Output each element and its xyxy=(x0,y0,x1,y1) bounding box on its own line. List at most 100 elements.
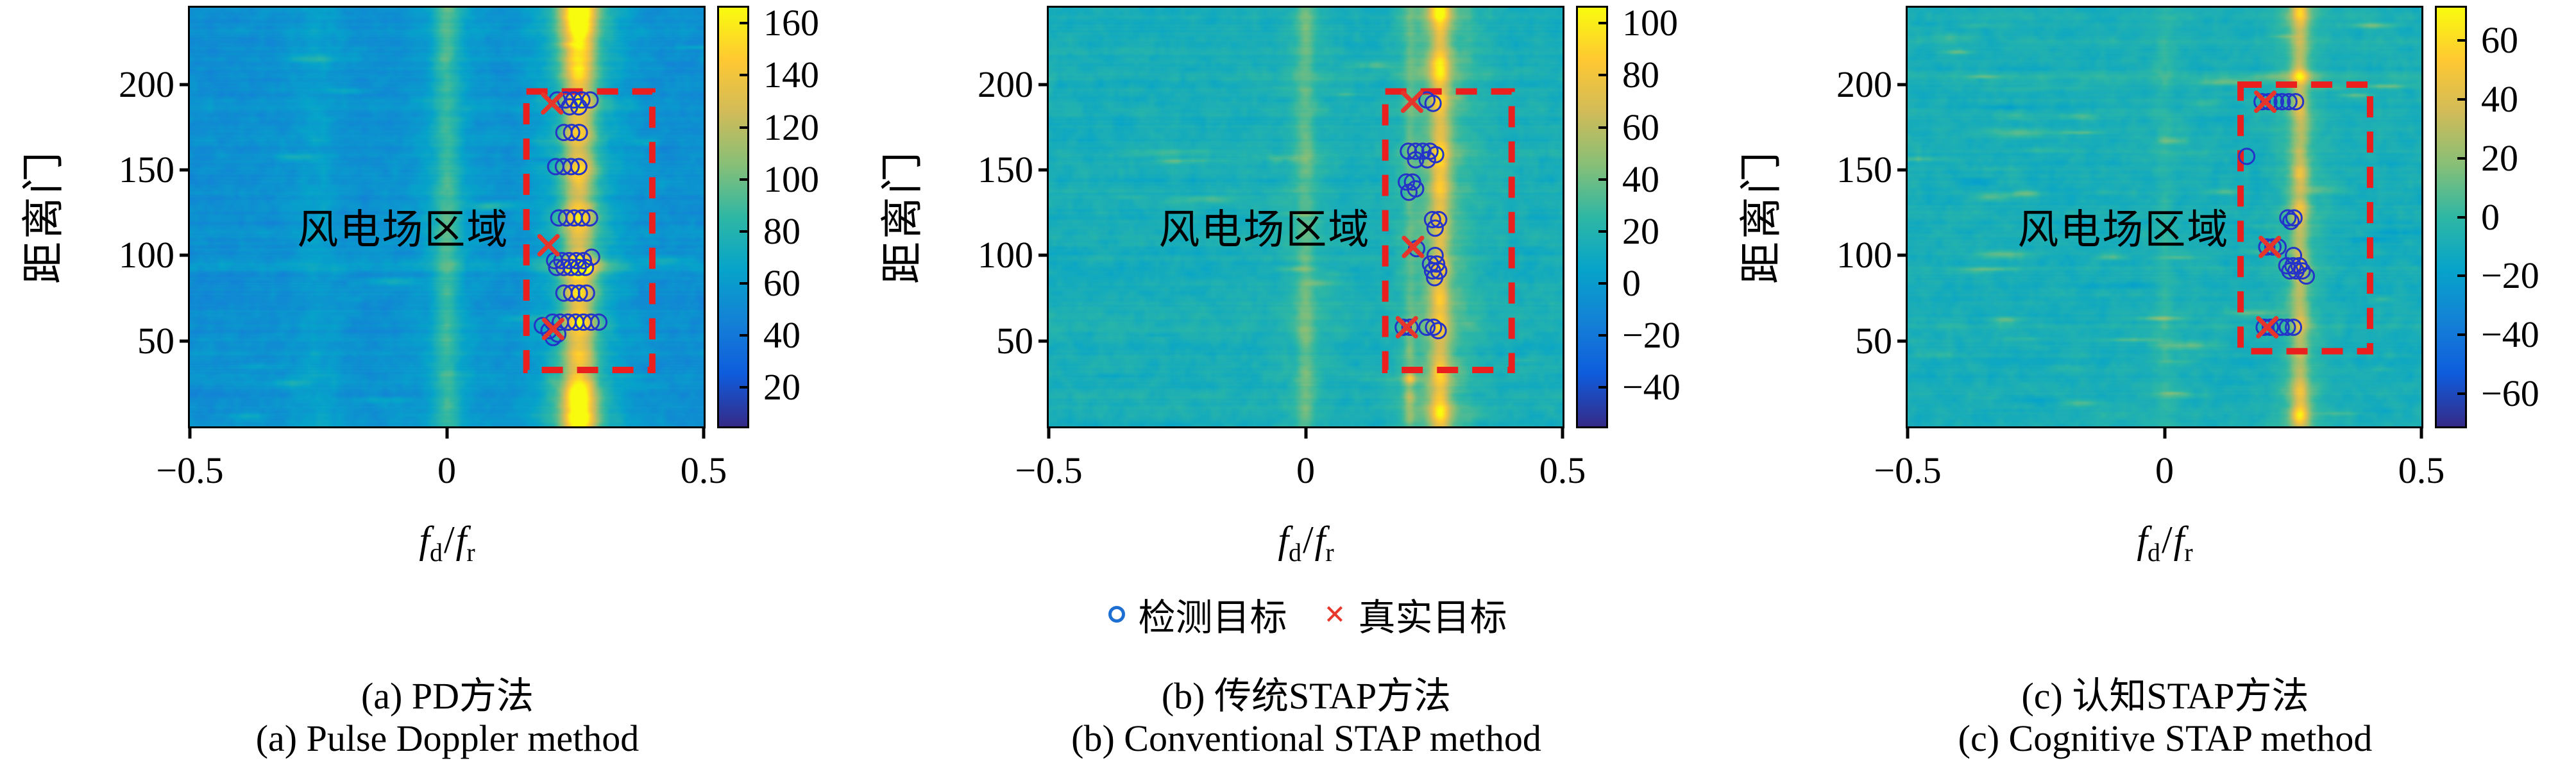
colorbar-tick-mark xyxy=(2457,156,2465,160)
colorbar-tick-label: 80 xyxy=(763,210,801,252)
colorbar-tick-mark xyxy=(2457,274,2465,278)
colorbar-tick-label: 40 xyxy=(763,314,801,356)
y-tick-mark xyxy=(180,339,190,343)
x-tick-mark xyxy=(2419,428,2423,439)
colorbar-tick-label: 140 xyxy=(763,54,819,96)
y-tick-label: 200 xyxy=(1836,63,1892,105)
caption-zh: (c) 认知STAP方法 xyxy=(2021,675,2309,717)
y-tick-label: 50 xyxy=(1855,319,1892,362)
colorbar-tick-label: 40 xyxy=(1622,158,1659,200)
colorbar-tick-label: 20 xyxy=(2481,137,2518,179)
x-axis-label-f1: f xyxy=(1278,519,1289,561)
colorbar-tick-label: −40 xyxy=(1622,366,1681,408)
colorbar-ticks: 100 80 60 40 20 0 −20 −40 xyxy=(1576,2,1717,428)
y-tick-label: 150 xyxy=(1836,149,1892,191)
x-axis-label-f1: f xyxy=(2137,519,2148,561)
caption-en: (a) Pulse Doppler method xyxy=(255,717,640,759)
panel-cognitive-stap: 距离门 200 150 100 50 风电场区域 −0.5 0 0.5 fd/fr 60 4… xyxy=(1718,0,2576,763)
y-tick-label: 150 xyxy=(978,149,1033,191)
colorbar-tick-mark xyxy=(1598,178,1606,181)
true-target-label: 真实目标 xyxy=(1358,597,1507,639)
heatmap-plot: 风电场区域 xyxy=(188,6,706,428)
caption-en: (b) Conventional STAP method xyxy=(1071,717,1541,759)
detected-target-circle-icon xyxy=(1108,606,1126,623)
colorbar-tick-mark xyxy=(740,334,747,337)
y-axis-ticks: 200 150 100 50 xyxy=(0,8,190,426)
colorbar-tick-mark xyxy=(740,22,747,25)
x-axis-label-sub2: r xyxy=(2184,538,2193,567)
panel-pd: 距离门 200 150 100 50 风电场区域 −0.5 0 0.5 fd/fr 160… xyxy=(0,0,859,763)
colorbar-tick-label: 20 xyxy=(763,366,801,408)
x-axis-label-slash: / xyxy=(1303,519,1314,561)
heatmap-plot: 风电场区域 xyxy=(1906,6,2423,428)
y-tick-mark xyxy=(1897,83,1908,87)
x-axis-label-f1: f xyxy=(419,519,430,561)
colorbar-tick-label: 160 xyxy=(763,2,819,44)
detected-target-label: 检测目标 xyxy=(1138,597,1287,639)
colorbar-tick-label: 0 xyxy=(2481,196,2500,238)
colorbar-tick-label: −60 xyxy=(2481,373,2539,415)
x-tick-mark xyxy=(2163,428,2166,439)
wind-farm-region-label: 风电场区域 xyxy=(2017,207,2230,253)
true-target-cross-icon: × xyxy=(1324,593,1346,635)
x-axis-label-f2: f xyxy=(2173,519,2185,561)
x-axis-label-sub2: r xyxy=(1325,538,1334,567)
colorbar-gradient xyxy=(1576,6,1608,428)
colorbar-tick-mark xyxy=(740,126,747,129)
colorbar-tick-mark xyxy=(1598,334,1606,337)
x-axis-label: fd/fr xyxy=(419,518,475,567)
caption-en: (c) Cognitive STAP method xyxy=(1958,717,2373,759)
colorbar-tick-mark xyxy=(1598,386,1606,389)
x-tick-label: −0.5 xyxy=(1015,449,1083,491)
colorbar-tick-mark xyxy=(1598,126,1606,129)
y-tick-label: 100 xyxy=(978,234,1033,276)
x-tick-mark xyxy=(702,428,706,439)
colorbar-tick-label: 20 xyxy=(1622,210,1659,252)
x-axis-ticks: −0.5 0 0.5 xyxy=(1015,426,1586,497)
x-tick-mark xyxy=(1561,428,1564,439)
x-axis-label: fd/fr xyxy=(2137,518,2192,567)
x-tick-label: 0 xyxy=(437,449,456,491)
y-axis-ticks: 200 150 100 50 xyxy=(859,8,1049,426)
x-tick-label: 0.5 xyxy=(680,449,727,491)
colorbar-tick-mark xyxy=(2457,97,2465,101)
x-tick-mark xyxy=(445,428,448,439)
colorbar-tick-mark xyxy=(2457,215,2465,219)
colorbar-tick-label: 120 xyxy=(763,106,819,148)
y-tick-label: 50 xyxy=(996,319,1033,362)
y-tick-mark xyxy=(180,83,190,87)
x-tick-mark xyxy=(188,428,192,439)
y-tick-label: 200 xyxy=(978,63,1033,105)
colorbar-tick-label: 0 xyxy=(1622,262,1641,304)
x-tick-label: −0.5 xyxy=(156,449,224,491)
colorbar-tick-mark xyxy=(740,74,747,77)
legend: 检测目标 × 真实目标 xyxy=(1048,587,1568,641)
colorbar-tick-label: 100 xyxy=(1622,2,1678,44)
x-axis-label-slash: / xyxy=(2162,519,2173,561)
colorbar-tick-mark xyxy=(740,178,747,181)
x-tick-mark xyxy=(1047,428,1051,439)
caption-zh: (a) PD方法 xyxy=(360,675,534,717)
y-tick-mark xyxy=(1897,253,1908,257)
colorbar-tick-label: 60 xyxy=(2481,19,2518,61)
colorbar: 60 40 20 0 −20 −40 −60 xyxy=(2435,6,2576,442)
y-tick-label: 200 xyxy=(119,63,174,105)
y-tick-label: 100 xyxy=(119,234,174,276)
y-tick-mark xyxy=(1038,83,1049,87)
wind-farm-region-label: 风电场区域 xyxy=(1158,207,1371,253)
colorbar-tick-mark xyxy=(1598,74,1606,77)
y-tick-mark xyxy=(1897,168,1908,172)
x-axis-label-sub1: d xyxy=(2148,538,2160,567)
x-tick-label: 0.5 xyxy=(2398,449,2445,491)
colorbar-tick-mark xyxy=(740,386,747,389)
x-axis-label-sub2: r xyxy=(466,538,475,567)
y-tick-mark xyxy=(180,168,190,172)
colorbar-tick-label: 100 xyxy=(763,158,819,200)
colorbar-tick-mark xyxy=(740,281,747,285)
x-axis-label-f2: f xyxy=(455,519,467,561)
colorbar-tick-label: 60 xyxy=(763,262,801,304)
colorbar-tick-mark xyxy=(2457,333,2465,337)
colorbar-tick-label: 40 xyxy=(2481,78,2518,120)
y-tick-label: 100 xyxy=(1836,234,1892,276)
